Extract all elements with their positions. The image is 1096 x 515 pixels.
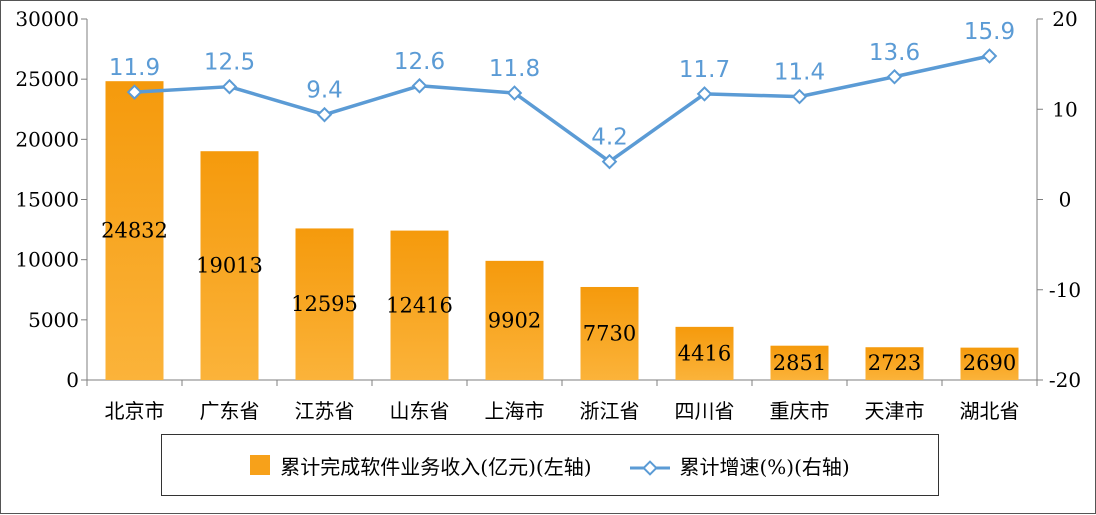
growth-value-label: 11.9: [109, 55, 160, 81]
bar-value-label: 12416: [386, 293, 453, 317]
bar-value-label: 12595: [291, 292, 358, 316]
growth-marker: [506, 85, 523, 101]
x-tick-label: 四川省: [675, 399, 735, 423]
bar: [770, 345, 829, 380]
axes: 0 5000 10000 15000 20000 25000 30000 -20 -10 0 10 2…: [15, 7, 1081, 423]
bar-value-label: 7730: [583, 321, 636, 345]
bar: [200, 151, 259, 380]
legend-line-marker: [629, 457, 670, 476]
left-tick-label: 0: [66, 368, 79, 392]
growth-marker: [316, 106, 333, 123]
bar: [485, 260, 544, 380]
x-tick-label: 浙江省: [580, 399, 640, 423]
growth-marker: [696, 86, 713, 102]
growth-marker: [411, 78, 428, 94]
bar-value-label: 2723: [868, 351, 921, 375]
left-tick-label: 5000: [28, 308, 79, 332]
left-tick-label: 25000: [15, 67, 79, 91]
growth-value-label: 13.6: [869, 40, 920, 66]
left-tick-label: 20000: [15, 127, 79, 151]
bar-value-label: 24832: [101, 219, 168, 243]
growth-value-label: 11.4: [774, 60, 825, 86]
x-tick-label: 天津市: [865, 399, 925, 423]
growth-line: [126, 48, 998, 170]
growth-value-label: 11.8: [489, 56, 540, 82]
x-tick-label: 北京市: [105, 399, 165, 423]
bars: [105, 81, 1019, 380]
right-tick-label: 20: [1052, 7, 1077, 31]
legend: 累计完成软件业务收入(亿元)(左轴) 累计增速(%)(右轴): [161, 434, 939, 496]
bar-value-label: 2851: [773, 351, 826, 375]
x-tick-label: 江苏省: [295, 399, 355, 423]
bar: [105, 81, 164, 380]
growth-value-label: 12.6: [394, 49, 445, 75]
growth-value-label: 9.4: [306, 78, 343, 104]
bar-value-label: 9902: [488, 308, 541, 332]
x-tick-label: 广东省: [200, 399, 260, 423]
legend-item-growth: 累计增速(%)(右轴): [629, 451, 850, 480]
bar: [295, 228, 354, 380]
x-tick-label: 重庆市: [770, 399, 830, 423]
bar: [675, 326, 734, 380]
growth-marker: [791, 88, 808, 105]
bar: [865, 347, 924, 380]
x-tick-label: 上海市: [485, 399, 545, 423]
right-tick-label: -20: [1049, 368, 1081, 392]
left-tick-label: 15000: [15, 188, 79, 212]
bar-value-label: 4416: [678, 341, 731, 365]
x-tick-label: 山东省: [390, 399, 450, 423]
bar: [580, 286, 639, 380]
right-tick-label: -10: [1049, 278, 1081, 302]
left-tick-label: 10000: [15, 248, 79, 272]
growth-marker: [886, 68, 903, 85]
bar-labels: 24832 19013 12595 12416 9902 7730 4416 2851 2723…: [101, 219, 1016, 375]
growth-value-label: 12.5: [204, 50, 255, 76]
growth-value-label: 15.9: [964, 19, 1015, 45]
bar-value-label: 2690: [963, 351, 1016, 375]
right-tick-label: 0: [1059, 188, 1072, 212]
left-tick-label: 30000: [15, 7, 79, 31]
legend-label-revenue: 累计完成软件业务收入(亿元)(左轴): [280, 454, 592, 479]
legend-bar-swatch: [250, 455, 271, 475]
growth-marker: [601, 153, 618, 170]
x-tick-label: 湖北省: [960, 399, 1020, 423]
legend-label-growth: 累计增速(%)(右轴): [679, 454, 850, 479]
legend-item-revenue: 累计完成软件业务收入(亿元)(左轴): [250, 451, 592, 480]
growth-value-label: 4.2: [591, 125, 628, 151]
growth-marker: [981, 48, 998, 64]
growth-marker: [126, 84, 143, 100]
right-tick-label: 10: [1052, 97, 1077, 121]
growth-polyline: [134, 54, 990, 164]
bar: [390, 230, 449, 380]
bar: [960, 347, 1019, 380]
growth-value-label: 11.7: [679, 57, 730, 83]
bar-value-label: 19013: [196, 254, 263, 278]
growth-marker: [221, 78, 238, 95]
line-labels: 11.9 12.5 9.4 12.6 11.8 4.2 11.7 11.4 13.6 15.9: [109, 19, 1015, 151]
